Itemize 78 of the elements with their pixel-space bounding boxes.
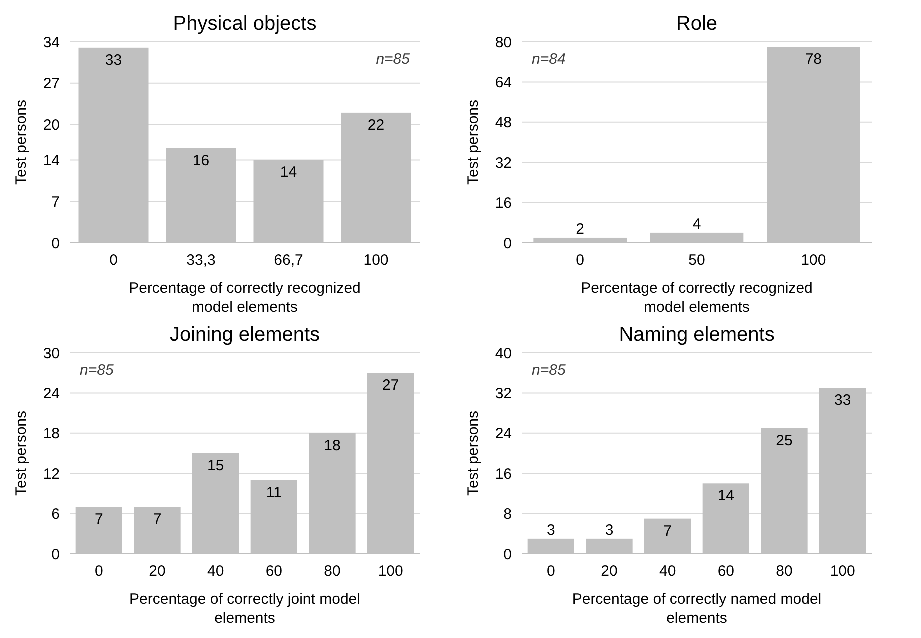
y-axis-title: Test persons bbox=[465, 410, 482, 496]
y-tick-label: 0 bbox=[504, 235, 512, 252]
x-tick-label: 33,3 bbox=[186, 252, 216, 269]
data-label: 14 bbox=[280, 164, 298, 182]
data-label: 15 bbox=[207, 458, 224, 474]
data-label: 22 bbox=[368, 116, 385, 134]
data-label: 18 bbox=[324, 437, 341, 454]
x-tick-label: 0 bbox=[546, 563, 556, 580]
y-tick-label: 32 bbox=[495, 154, 512, 172]
data-label: 7 bbox=[664, 522, 672, 540]
y-tick-label: 12 bbox=[43, 466, 60, 483]
y-axis-title: Test persons bbox=[13, 410, 30, 496]
chart-title: Physical objects bbox=[173, 13, 317, 35]
annotation: n=85 bbox=[532, 362, 566, 379]
data-label: 78 bbox=[805, 51, 822, 68]
y-tick-label: 14 bbox=[43, 152, 60, 170]
y-tick-label: 32 bbox=[495, 385, 512, 402]
y-tick-label: 0 bbox=[504, 546, 512, 564]
x-axis-title: Percentage of correctly recognized model elements bbox=[581, 280, 813, 316]
x-tick-label: 0 bbox=[94, 563, 104, 580]
chart-title: Role bbox=[676, 13, 718, 35]
y-tick-label: 0 bbox=[52, 546, 60, 564]
y-axis-title: Test persons bbox=[13, 100, 30, 186]
data-label: 14 bbox=[718, 488, 735, 505]
x-axis-title: Percentage of correctly joint model elements bbox=[130, 591, 360, 627]
annotation: n=85 bbox=[376, 51, 411, 68]
y-tick-label: 30 bbox=[43, 345, 60, 362]
y-tick-label: 8 bbox=[504, 506, 512, 524]
y-tick-label: 16 bbox=[495, 195, 512, 212]
data-label: 7 bbox=[153, 511, 162, 528]
data-label: 27 bbox=[382, 377, 400, 394]
data-label: 7 bbox=[94, 511, 104, 528]
y-tick-label: 20 bbox=[43, 117, 60, 134]
x-tick-label: 40 bbox=[207, 563, 224, 580]
x-axis-title: Percentage of correctly recognized model elements bbox=[129, 280, 361, 316]
x-tick-label: 100 bbox=[830, 563, 856, 580]
y-tick-label: 16 bbox=[495, 466, 512, 483]
x-tick-label: 50 bbox=[688, 252, 706, 269]
y-tick-label: 6 bbox=[52, 506, 60, 524]
data-label: 33 bbox=[834, 392, 852, 410]
data-label: 4 bbox=[692, 216, 702, 233]
x-tick-label: 100 bbox=[801, 252, 826, 269]
y-tick-label: 24 bbox=[495, 426, 512, 443]
x-tick-label: 100 bbox=[364, 252, 389, 269]
y-tick-label: 80 bbox=[495, 34, 512, 52]
data-label: 3 bbox=[605, 522, 614, 539]
y-tick-label: 7 bbox=[52, 194, 60, 211]
data-label: 33 bbox=[105, 52, 122, 69]
x-tick-label: 60 bbox=[266, 563, 283, 580]
x-tick-label: 100 bbox=[378, 563, 404, 580]
x-tick-label: 80 bbox=[324, 563, 341, 580]
x-tick-label: 20 bbox=[601, 563, 618, 580]
y-tick-label: 0 bbox=[52, 235, 60, 252]
data-label: 25 bbox=[776, 432, 793, 450]
annotation: n=84 bbox=[532, 51, 566, 68]
x-tick-label: 60 bbox=[718, 563, 735, 580]
annotation: n=85 bbox=[80, 362, 114, 379]
x-tick-label: 66,7 bbox=[274, 252, 304, 269]
x-tick-label: 20 bbox=[149, 563, 166, 580]
y-tick-label: 18 bbox=[43, 426, 60, 443]
y-tick-label: 34 bbox=[43, 34, 60, 52]
y-axis-title: Test persons bbox=[465, 100, 482, 186]
x-tick-label: 0 bbox=[110, 252, 118, 269]
chart-title: Naming elements bbox=[619, 324, 775, 346]
y-tick-label: 24 bbox=[43, 385, 60, 402]
y-tick-label: 40 bbox=[495, 345, 512, 362]
chart-title: Joining elements bbox=[170, 324, 320, 346]
x-tick-label: 80 bbox=[776, 563, 793, 580]
y-tick-label: 27 bbox=[43, 76, 60, 93]
y-tick-label: 48 bbox=[495, 114, 512, 132]
x-tick-label: 40 bbox=[659, 563, 676, 580]
data-label: 3 bbox=[546, 522, 556, 539]
data-label: 16 bbox=[192, 152, 210, 170]
data-label: 2 bbox=[576, 220, 585, 238]
x-tick-label: 0 bbox=[576, 252, 585, 269]
data-label: 11 bbox=[266, 484, 282, 502]
x-axis-title: Percentage of correctly named model elements bbox=[572, 591, 822, 627]
y-tick-label: 64 bbox=[495, 74, 512, 92]
